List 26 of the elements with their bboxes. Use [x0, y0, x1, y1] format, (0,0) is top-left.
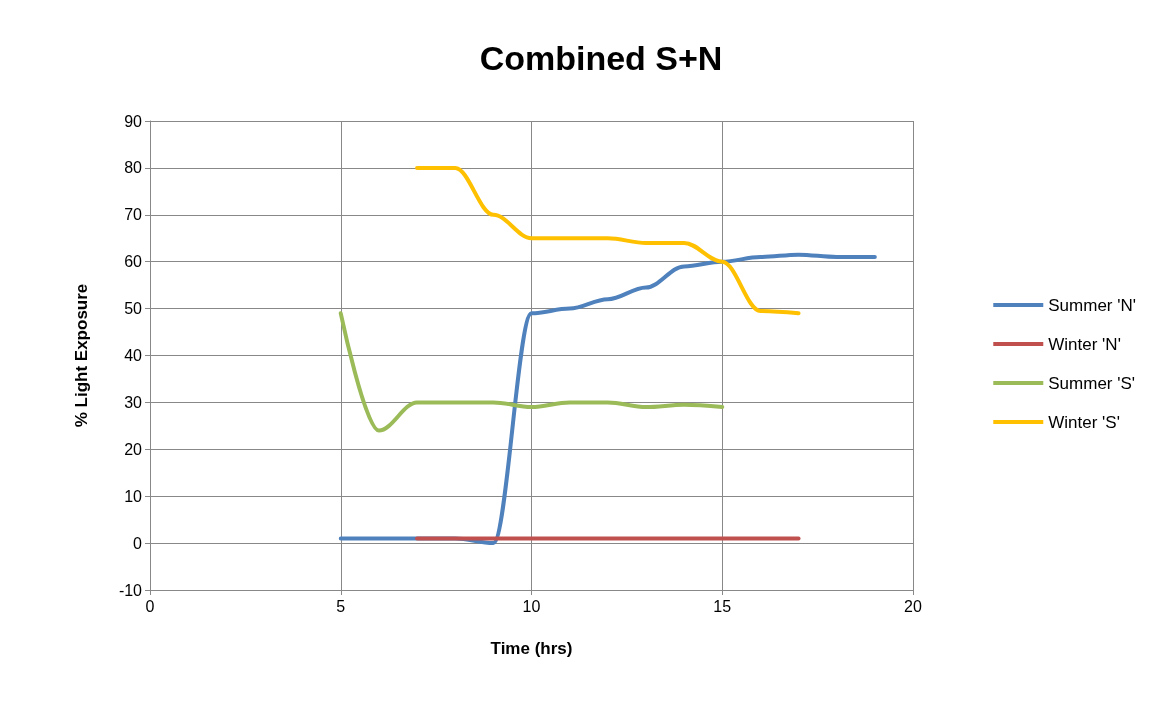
- y-tick-label: 70: [124, 206, 143, 224]
- y-tick-label: 80: [124, 159, 143, 177]
- y-tick-label: 0: [133, 534, 143, 552]
- x-tick-label: 10: [522, 597, 541, 615]
- y-tick-label: -10: [118, 581, 143, 599]
- x-tick-label: 20: [904, 597, 922, 615]
- line-series: [338, 311, 725, 433]
- x-tick-label: 5: [336, 597, 346, 615]
- y-tick-label: 90: [124, 112, 143, 130]
- legend-label: Winter 'S': [1048, 412, 1120, 432]
- y-axis-title: % Light Exposure: [72, 283, 91, 428]
- x-tick-label: 15: [713, 597, 732, 615]
- y-tick-label: 50: [124, 300, 143, 318]
- y-tick-label: 20: [124, 440, 143, 458]
- line-series: [415, 165, 801, 316]
- y-tick-label: 10: [124, 487, 143, 505]
- x-tick-label: 0: [145, 597, 155, 615]
- y-tick-label: 40: [124, 347, 143, 364]
- x-axis-title: Time (hrs): [490, 639, 573, 658]
- legend-label: Summer 'S': [1048, 373, 1136, 393]
- line-series: [338, 252, 877, 546]
- legend-label: Winter 'N': [1048, 334, 1121, 354]
- y-tick-label: 60: [124, 253, 143, 271]
- chart-title: Combined S+N: [479, 39, 723, 77]
- legend-label: Summer 'N': [1048, 295, 1137, 315]
- y-tick-label: 30: [124, 393, 143, 411]
